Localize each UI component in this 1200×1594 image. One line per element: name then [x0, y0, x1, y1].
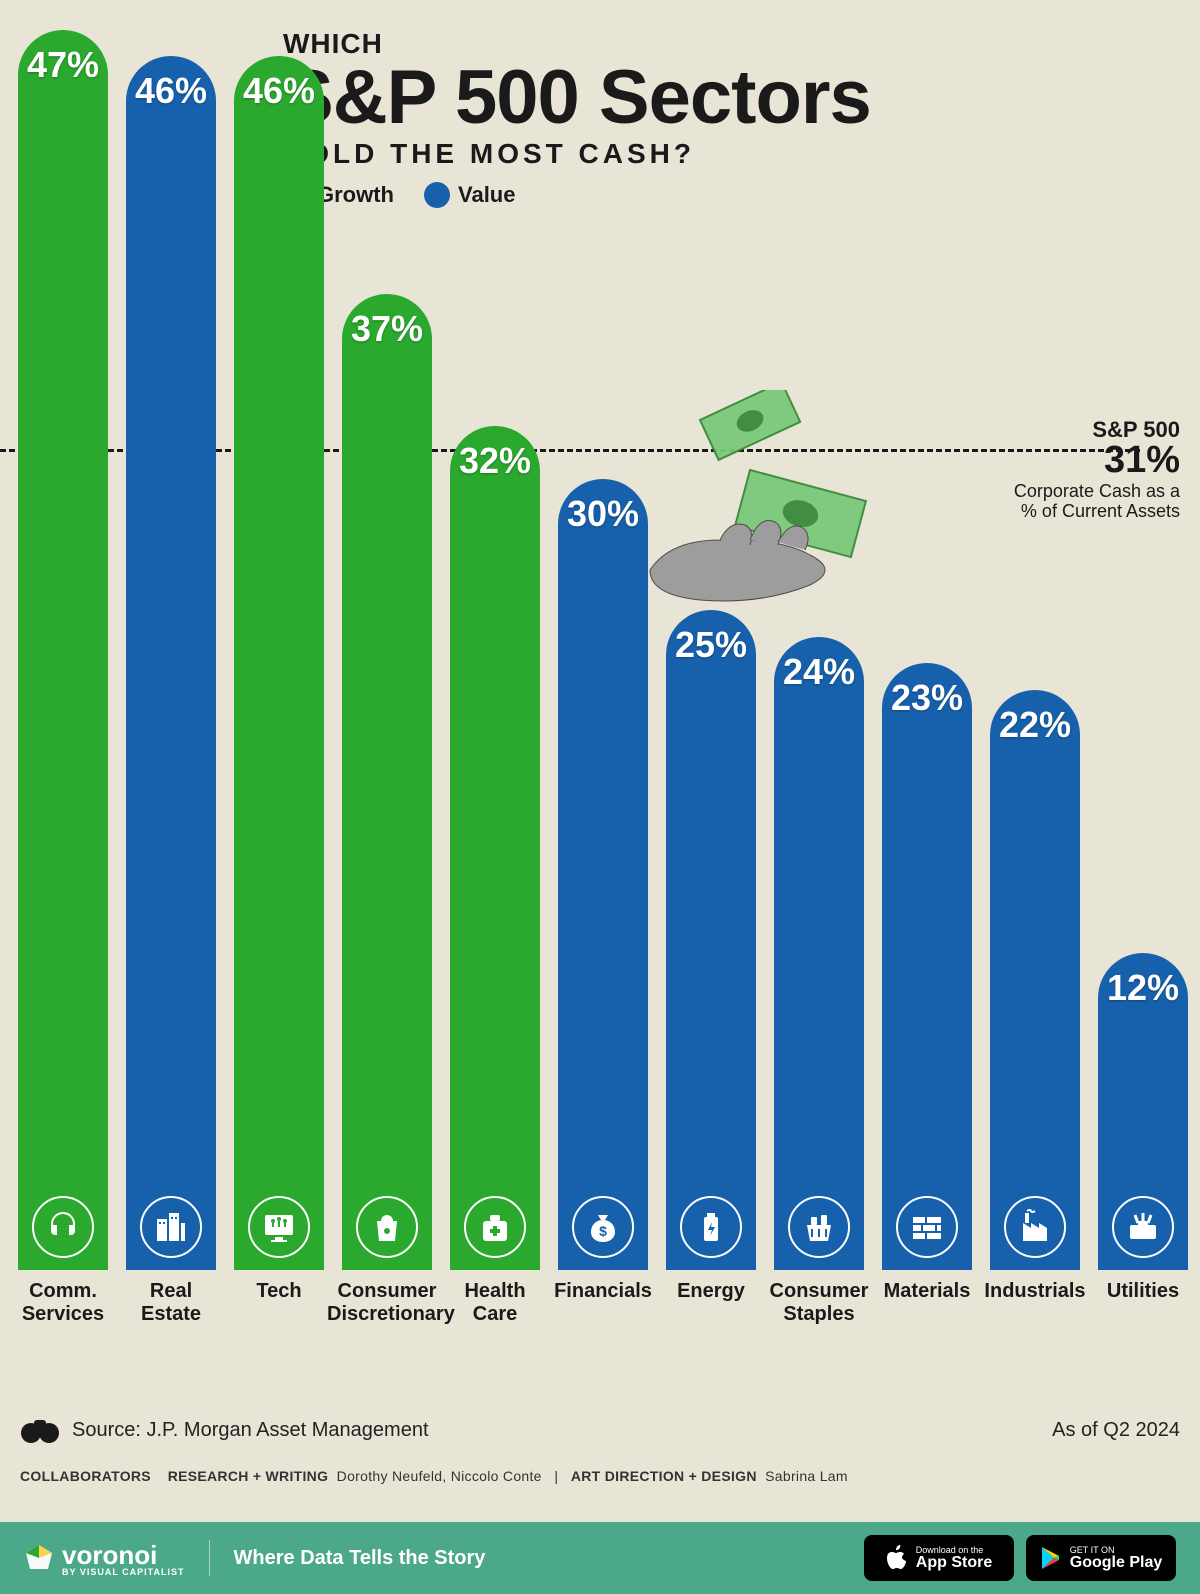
- bar-real-estate: 46%RealEstate: [126, 56, 216, 1270]
- bar-value: 24%: [783, 651, 855, 693]
- bar-label: Comm.Services: [3, 1280, 123, 1326]
- svg-text:$: $: [599, 1223, 607, 1239]
- bar-tech: 46%Tech: [234, 56, 324, 1270]
- chart-area: S&P 500 31% Corporate Cash as a % of Cur…: [0, 0, 1200, 1400]
- bar-value: 46%: [243, 70, 315, 112]
- bar-value: 46%: [135, 70, 207, 112]
- bar-label: Energy: [651, 1280, 771, 1303]
- avg-value: 31%: [1014, 443, 1180, 477]
- google-play-badge[interactable]: GET IT ON Google Play: [1026, 1535, 1176, 1581]
- bar-materials: 23%Materials: [882, 663, 972, 1270]
- monitor-icon: [248, 1196, 310, 1258]
- bar-label: ConsumerStaples: [759, 1280, 879, 1326]
- title-main: S&P 500 Sectors: [283, 62, 871, 134]
- headset-icon: [32, 1196, 94, 1258]
- bar-value: 32%: [459, 440, 531, 482]
- google-play-icon: [1040, 1546, 1062, 1570]
- bar-label: RealEstate: [111, 1280, 231, 1326]
- source-text: Source: J.P. Morgan Asset Management: [72, 1419, 429, 1442]
- bar-comm-services: 47%Comm.Services: [18, 30, 108, 1270]
- voronoi-logo: voronoi BY VISUAL CAPITALIST: [24, 1540, 185, 1577]
- voronoi-logo-icon: [24, 1543, 54, 1573]
- bar-utilities: 12%Utilities: [1098, 953, 1188, 1270]
- bar-label: Materials: [867, 1280, 987, 1303]
- bag-icon: [356, 1196, 418, 1258]
- bar-financials: 30%$Financials: [558, 479, 648, 1270]
- bar-industrials: 22%Industrials: [990, 690, 1080, 1270]
- legend-value: Value: [424, 182, 515, 208]
- bar-label: HealthCare: [435, 1280, 555, 1326]
- bar-value: 25%: [675, 624, 747, 666]
- bricks-icon: [896, 1196, 958, 1258]
- title-block: WHICH S&P 500 Sectors HOLD THE MOST CASH…: [283, 28, 871, 208]
- buildings-icon: [140, 1196, 202, 1258]
- apple-icon: [886, 1545, 908, 1571]
- store-badges: Download on the App Store GET IT ON Goog…: [864, 1535, 1176, 1581]
- bar-energy: 25%Energy: [666, 610, 756, 1270]
- footer-bar: voronoi BY VISUAL CAPITALIST Where Data …: [0, 1522, 1200, 1594]
- app-store-badge[interactable]: Download on the App Store: [864, 1535, 1014, 1581]
- average-label: S&P 500 31% Corporate Cash as a % of Cur…: [1014, 417, 1180, 523]
- bar-label: ConsumerDiscretionary: [327, 1280, 447, 1326]
- legend: Growth Value: [283, 182, 871, 208]
- avg-desc: Corporate Cash as a % of Current Assets: [1014, 481, 1180, 522]
- basket-icon: [788, 1196, 850, 1258]
- source-row: Source: J.P. Morgan Asset Management As …: [20, 1416, 1180, 1444]
- legend-swatch-value: [424, 182, 450, 208]
- hand-cash-illustration: [610, 390, 890, 610]
- bar-label: Industrials: [975, 1280, 1095, 1303]
- binoculars-icon: [20, 1416, 60, 1444]
- bar-label: Tech: [219, 1280, 339, 1303]
- bar-label: Financials: [543, 1280, 663, 1303]
- bar-consumer-discretionary: 37%ConsumerDiscretionary: [342, 294, 432, 1270]
- bar-value: 22%: [999, 704, 1071, 746]
- footer-tagline: Where Data Tells the Story: [234, 1547, 486, 1570]
- bar-value: 37%: [351, 308, 423, 350]
- factory-icon: [1004, 1196, 1066, 1258]
- bar-consumer-staples: 24%ConsumerStaples: [774, 637, 864, 1270]
- source-left: Source: J.P. Morgan Asset Management: [20, 1416, 429, 1444]
- bar-value: 47%: [27, 44, 99, 86]
- medkit-icon: [464, 1196, 526, 1258]
- title-sub: HOLD THE MOST CASH?: [283, 138, 871, 170]
- bar-label: Utilities: [1083, 1280, 1200, 1303]
- as-of-text: As of Q2 2024: [1052, 1419, 1180, 1442]
- bar-value: 23%: [891, 677, 963, 719]
- toolbox-icon: [1112, 1196, 1174, 1258]
- moneybag-icon: $: [572, 1196, 634, 1258]
- bar-health-care: 32%HealthCare: [450, 426, 540, 1270]
- bar-value: 12%: [1107, 967, 1179, 1009]
- footer-divider: [209, 1540, 210, 1576]
- collaborators-row: COLLABORATORS RESEARCH + WRITING Dorothy…: [20, 1468, 848, 1484]
- bar-value: 30%: [567, 493, 639, 535]
- battery-icon: [680, 1196, 742, 1258]
